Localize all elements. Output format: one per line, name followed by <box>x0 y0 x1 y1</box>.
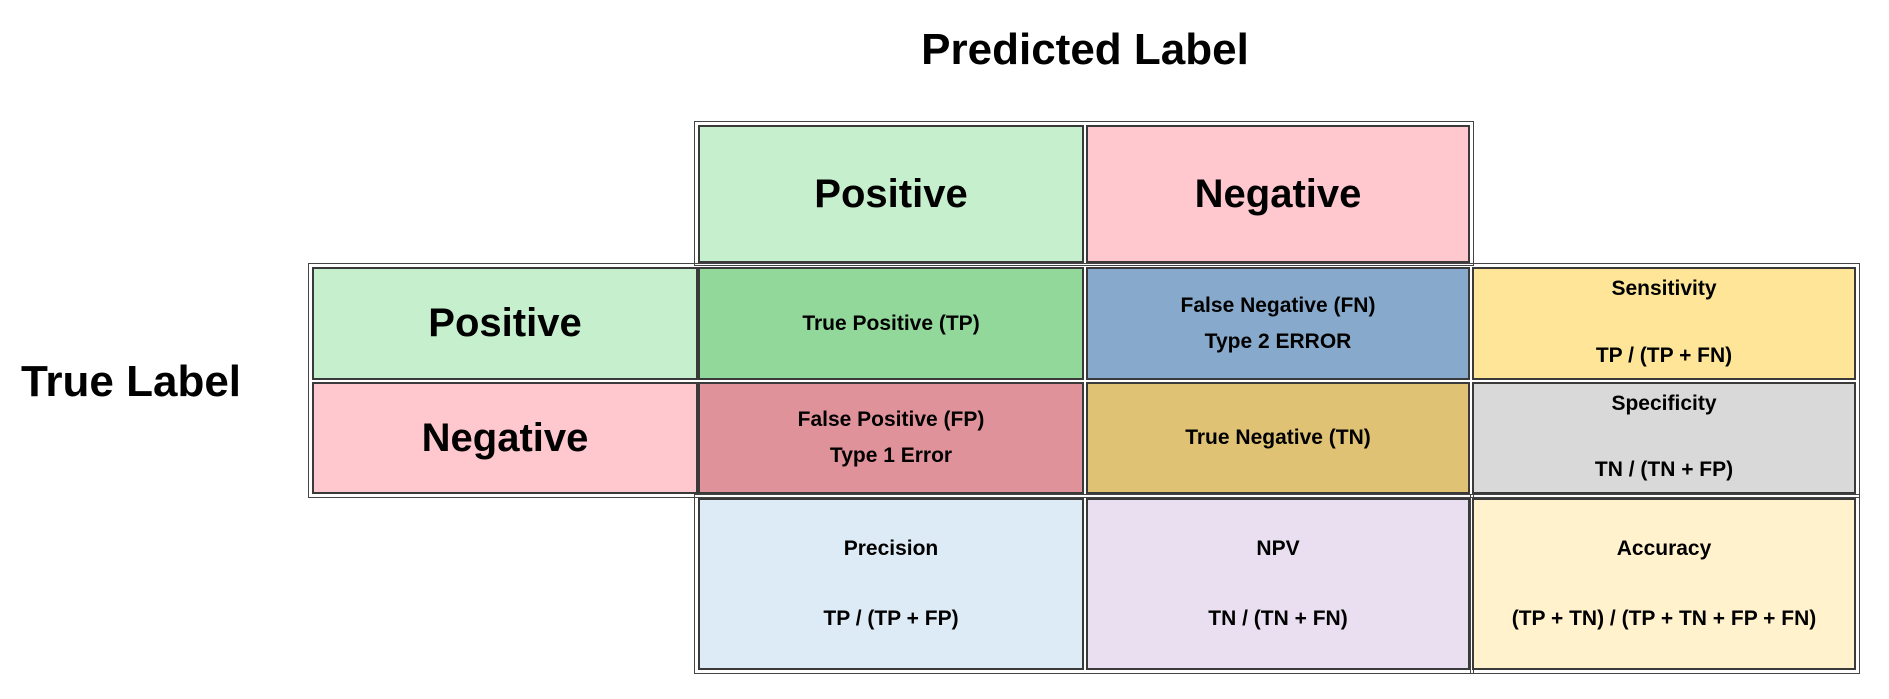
true-label-title: True Label <box>20 357 242 406</box>
npv-formula: TN / (TN + FN) <box>1208 607 1348 630</box>
true-positive-text: Positive <box>428 301 582 345</box>
true-positive-header: Positive <box>312 267 698 380</box>
false-positive-cell: False Positive (FP) Type 1 Error <box>698 382 1084 494</box>
false-negative-cell: False Negative (FN) Type 2 ERROR <box>1086 267 1470 380</box>
specificity-formula: TN / (TN + FP) <box>1594 458 1734 481</box>
true-negative-cell: True Negative (TN) <box>1086 382 1470 494</box>
npv-cell: NPV TN / (TN + FN) <box>1086 498 1470 670</box>
sensitivity-cell: Sensitivity TP / (TP + FN) <box>1472 267 1856 380</box>
predicted-positive-header: Positive <box>698 125 1084 263</box>
fp-type-label: Type 1 Error <box>829 444 953 467</box>
predicted-negative-text: Negative <box>1194 171 1362 216</box>
npv-name: NPV <box>1256 537 1300 560</box>
predicted-label-title: Predicted Label <box>921 25 1249 74</box>
accuracy-frame <box>1470 494 1860 674</box>
header-frame <box>694 121 1474 266</box>
matrix-frame <box>308 263 1860 498</box>
precision-formula: TP / (TP + FP) <box>823 607 959 630</box>
tp-label: True Positive (TP) <box>802 311 980 335</box>
precision-cell: Precision TP / (TP + FP) <box>698 498 1084 670</box>
accuracy-formula: (TP + TN) / (TP + TN + FP + FN) <box>1511 607 1817 630</box>
specificity-name: Specificity <box>1611 392 1717 415</box>
fn-label: False Negative (FN) <box>1180 293 1376 317</box>
true-negative-header: Negative <box>312 382 698 494</box>
sensitivity-name: Sensitivity <box>1611 277 1717 300</box>
fn-type-label: Type 2 ERROR <box>1204 329 1352 353</box>
predicted-negative-header: Negative <box>1086 125 1470 263</box>
specificity-cell: Specificity TN / (TN + FP) <box>1472 382 1856 494</box>
true-positive-cell: True Positive (TP) <box>698 267 1084 380</box>
sensitivity-formula: TP / (TP + FN) <box>1595 344 1733 367</box>
true-negative-text: Negative <box>421 415 589 460</box>
predicted-positive-text: Positive <box>814 171 968 216</box>
precision-name: Precision <box>843 537 939 560</box>
accuracy-cell: Accuracy (TP + TN) / (TP + TN + FP + FN) <box>1472 498 1856 670</box>
tn-label: True Negative (TN) <box>1185 426 1371 449</box>
accuracy-name: Accuracy <box>1616 537 1712 560</box>
fp-label: False Positive (FP) <box>797 408 985 431</box>
